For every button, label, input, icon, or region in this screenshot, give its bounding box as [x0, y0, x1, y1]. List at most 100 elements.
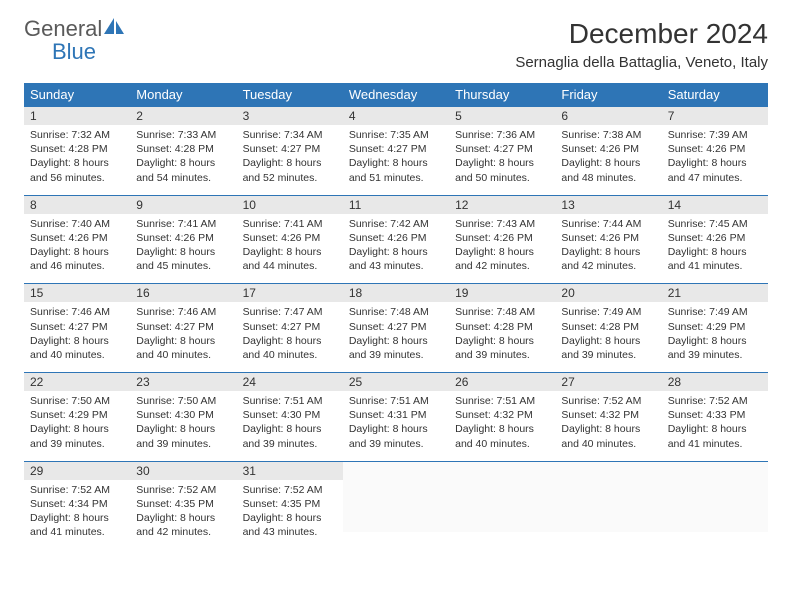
calendar-cell [555, 461, 661, 549]
day-number: 8 [24, 196, 130, 214]
sunset-text: Sunset: 4:26 PM [455, 231, 549, 245]
sunrise-text: Sunrise: 7:52 AM [30, 483, 124, 497]
calendar-cell: 2Sunrise: 7:33 AMSunset: 4:28 PMDaylight… [130, 107, 236, 196]
calendar-cell: 18Sunrise: 7:48 AMSunset: 4:27 PMDayligh… [343, 284, 449, 373]
daylight-text: Daylight: 8 hours and 50 minutes. [455, 156, 549, 184]
calendar-cell: 12Sunrise: 7:43 AMSunset: 4:26 PMDayligh… [449, 195, 555, 284]
daylight-text: Daylight: 8 hours and 40 minutes. [30, 334, 124, 362]
day-number: 3 [237, 107, 343, 125]
sunrise-text: Sunrise: 7:46 AM [30, 305, 124, 319]
daylight-text: Daylight: 8 hours and 39 minutes. [561, 334, 655, 362]
sunrise-text: Sunrise: 7:52 AM [561, 394, 655, 408]
daylight-text: Daylight: 8 hours and 54 minutes. [136, 156, 230, 184]
dayhead-monday: Monday [130, 83, 236, 107]
day-number: 25 [343, 373, 449, 391]
day-body: Sunrise: 7:48 AMSunset: 4:28 PMDaylight:… [449, 302, 555, 372]
sunrise-text: Sunrise: 7:38 AM [561, 128, 655, 142]
day-number: 19 [449, 284, 555, 302]
sunrise-text: Sunrise: 7:50 AM [136, 394, 230, 408]
logo-sail-icon [104, 18, 126, 36]
sunset-text: Sunset: 4:34 PM [30, 497, 124, 511]
sunset-text: Sunset: 4:35 PM [136, 497, 230, 511]
day-number: 22 [24, 373, 130, 391]
daylight-text: Daylight: 8 hours and 47 minutes. [668, 156, 762, 184]
dayhead-friday: Friday [555, 83, 661, 107]
calendar-week-row: 29Sunrise: 7:52 AMSunset: 4:34 PMDayligh… [24, 461, 768, 549]
day-body: Sunrise: 7:46 AMSunset: 4:27 PMDaylight:… [24, 302, 130, 372]
day-number: 1 [24, 107, 130, 125]
daylight-text: Daylight: 8 hours and 40 minutes. [136, 334, 230, 362]
sunset-text: Sunset: 4:27 PM [455, 142, 549, 156]
calendar-cell: 4Sunrise: 7:35 AMSunset: 4:27 PMDaylight… [343, 107, 449, 196]
day-body: Sunrise: 7:34 AMSunset: 4:27 PMDaylight:… [237, 125, 343, 195]
daylight-text: Daylight: 8 hours and 39 minutes. [30, 422, 124, 450]
calendar-week-row: 15Sunrise: 7:46 AMSunset: 4:27 PMDayligh… [24, 284, 768, 373]
sunset-text: Sunset: 4:33 PM [668, 408, 762, 422]
daylight-text: Daylight: 8 hours and 39 minutes. [668, 334, 762, 362]
calendar-cell: 26Sunrise: 7:51 AMSunset: 4:32 PMDayligh… [449, 373, 555, 462]
sunrise-text: Sunrise: 7:52 AM [136, 483, 230, 497]
sunset-text: Sunset: 4:26 PM [668, 142, 762, 156]
daylight-text: Daylight: 8 hours and 42 minutes. [136, 511, 230, 539]
day-number: 14 [662, 196, 768, 214]
day-body-empty [662, 476, 768, 532]
day-number: 2 [130, 107, 236, 125]
day-body: Sunrise: 7:52 AMSunset: 4:34 PMDaylight:… [24, 480, 130, 550]
day-body: Sunrise: 7:52 AMSunset: 4:32 PMDaylight:… [555, 391, 661, 461]
daylight-text: Daylight: 8 hours and 40 minutes. [243, 334, 337, 362]
sunrise-text: Sunrise: 7:42 AM [349, 217, 443, 231]
day-number: 17 [237, 284, 343, 302]
day-number: 24 [237, 373, 343, 391]
sunrise-text: Sunrise: 7:44 AM [561, 217, 655, 231]
calendar-cell: 28Sunrise: 7:52 AMSunset: 4:33 PMDayligh… [662, 373, 768, 462]
calendar-cell: 17Sunrise: 7:47 AMSunset: 4:27 PMDayligh… [237, 284, 343, 373]
calendar-cell: 14Sunrise: 7:45 AMSunset: 4:26 PMDayligh… [662, 195, 768, 284]
day-number-empty [449, 462, 555, 476]
day-body: Sunrise: 7:52 AMSunset: 4:35 PMDaylight:… [130, 480, 236, 550]
logo-text-general: General [24, 16, 102, 41]
day-body: Sunrise: 7:40 AMSunset: 4:26 PMDaylight:… [24, 214, 130, 284]
sunrise-text: Sunrise: 7:39 AM [668, 128, 762, 142]
day-body: Sunrise: 7:36 AMSunset: 4:27 PMDaylight:… [449, 125, 555, 195]
day-number: 20 [555, 284, 661, 302]
sunrise-text: Sunrise: 7:34 AM [243, 128, 337, 142]
calendar-cell: 19Sunrise: 7:48 AMSunset: 4:28 PMDayligh… [449, 284, 555, 373]
calendar-cell: 3Sunrise: 7:34 AMSunset: 4:27 PMDaylight… [237, 107, 343, 196]
day-body: Sunrise: 7:45 AMSunset: 4:26 PMDaylight:… [662, 214, 768, 284]
day-number: 5 [449, 107, 555, 125]
sunrise-text: Sunrise: 7:51 AM [243, 394, 337, 408]
logo-text-blue: Blue [52, 39, 96, 64]
daylight-text: Daylight: 8 hours and 39 minutes. [136, 422, 230, 450]
sunrise-text: Sunrise: 7:52 AM [243, 483, 337, 497]
day-body: Sunrise: 7:46 AMSunset: 4:27 PMDaylight:… [130, 302, 236, 372]
day-body: Sunrise: 7:33 AMSunset: 4:28 PMDaylight:… [130, 125, 236, 195]
sunset-text: Sunset: 4:35 PM [243, 497, 337, 511]
sunrise-text: Sunrise: 7:40 AM [30, 217, 124, 231]
daylight-text: Daylight: 8 hours and 40 minutes. [561, 422, 655, 450]
day-body: Sunrise: 7:43 AMSunset: 4:26 PMDaylight:… [449, 214, 555, 284]
sunset-text: Sunset: 4:29 PM [668, 320, 762, 334]
title-block: December 2024 Sernaglia della Battaglia,… [515, 18, 768, 71]
calendar-cell: 6Sunrise: 7:38 AMSunset: 4:26 PMDaylight… [555, 107, 661, 196]
sunrise-text: Sunrise: 7:46 AM [136, 305, 230, 319]
daylight-text: Daylight: 8 hours and 42 minutes. [561, 245, 655, 273]
daylight-text: Daylight: 8 hours and 44 minutes. [243, 245, 337, 273]
sunrise-text: Sunrise: 7:33 AM [136, 128, 230, 142]
day-number: 27 [555, 373, 661, 391]
daylight-text: Daylight: 8 hours and 41 minutes. [668, 422, 762, 450]
sunset-text: Sunset: 4:27 PM [136, 320, 230, 334]
calendar-cell: 25Sunrise: 7:51 AMSunset: 4:31 PMDayligh… [343, 373, 449, 462]
sunset-text: Sunset: 4:26 PM [136, 231, 230, 245]
daylight-text: Daylight: 8 hours and 43 minutes. [243, 511, 337, 539]
day-body: Sunrise: 7:35 AMSunset: 4:27 PMDaylight:… [343, 125, 449, 195]
daylight-text: Daylight: 8 hours and 52 minutes. [243, 156, 337, 184]
calendar-cell: 1Sunrise: 7:32 AMSunset: 4:28 PMDaylight… [24, 107, 130, 196]
day-number: 15 [24, 284, 130, 302]
day-number: 21 [662, 284, 768, 302]
sunset-text: Sunset: 4:31 PM [349, 408, 443, 422]
day-body: Sunrise: 7:42 AMSunset: 4:26 PMDaylight:… [343, 214, 449, 284]
day-body: Sunrise: 7:51 AMSunset: 4:30 PMDaylight:… [237, 391, 343, 461]
sunset-text: Sunset: 4:28 PM [455, 320, 549, 334]
day-body: Sunrise: 7:48 AMSunset: 4:27 PMDaylight:… [343, 302, 449, 372]
day-body: Sunrise: 7:39 AMSunset: 4:26 PMDaylight:… [662, 125, 768, 195]
